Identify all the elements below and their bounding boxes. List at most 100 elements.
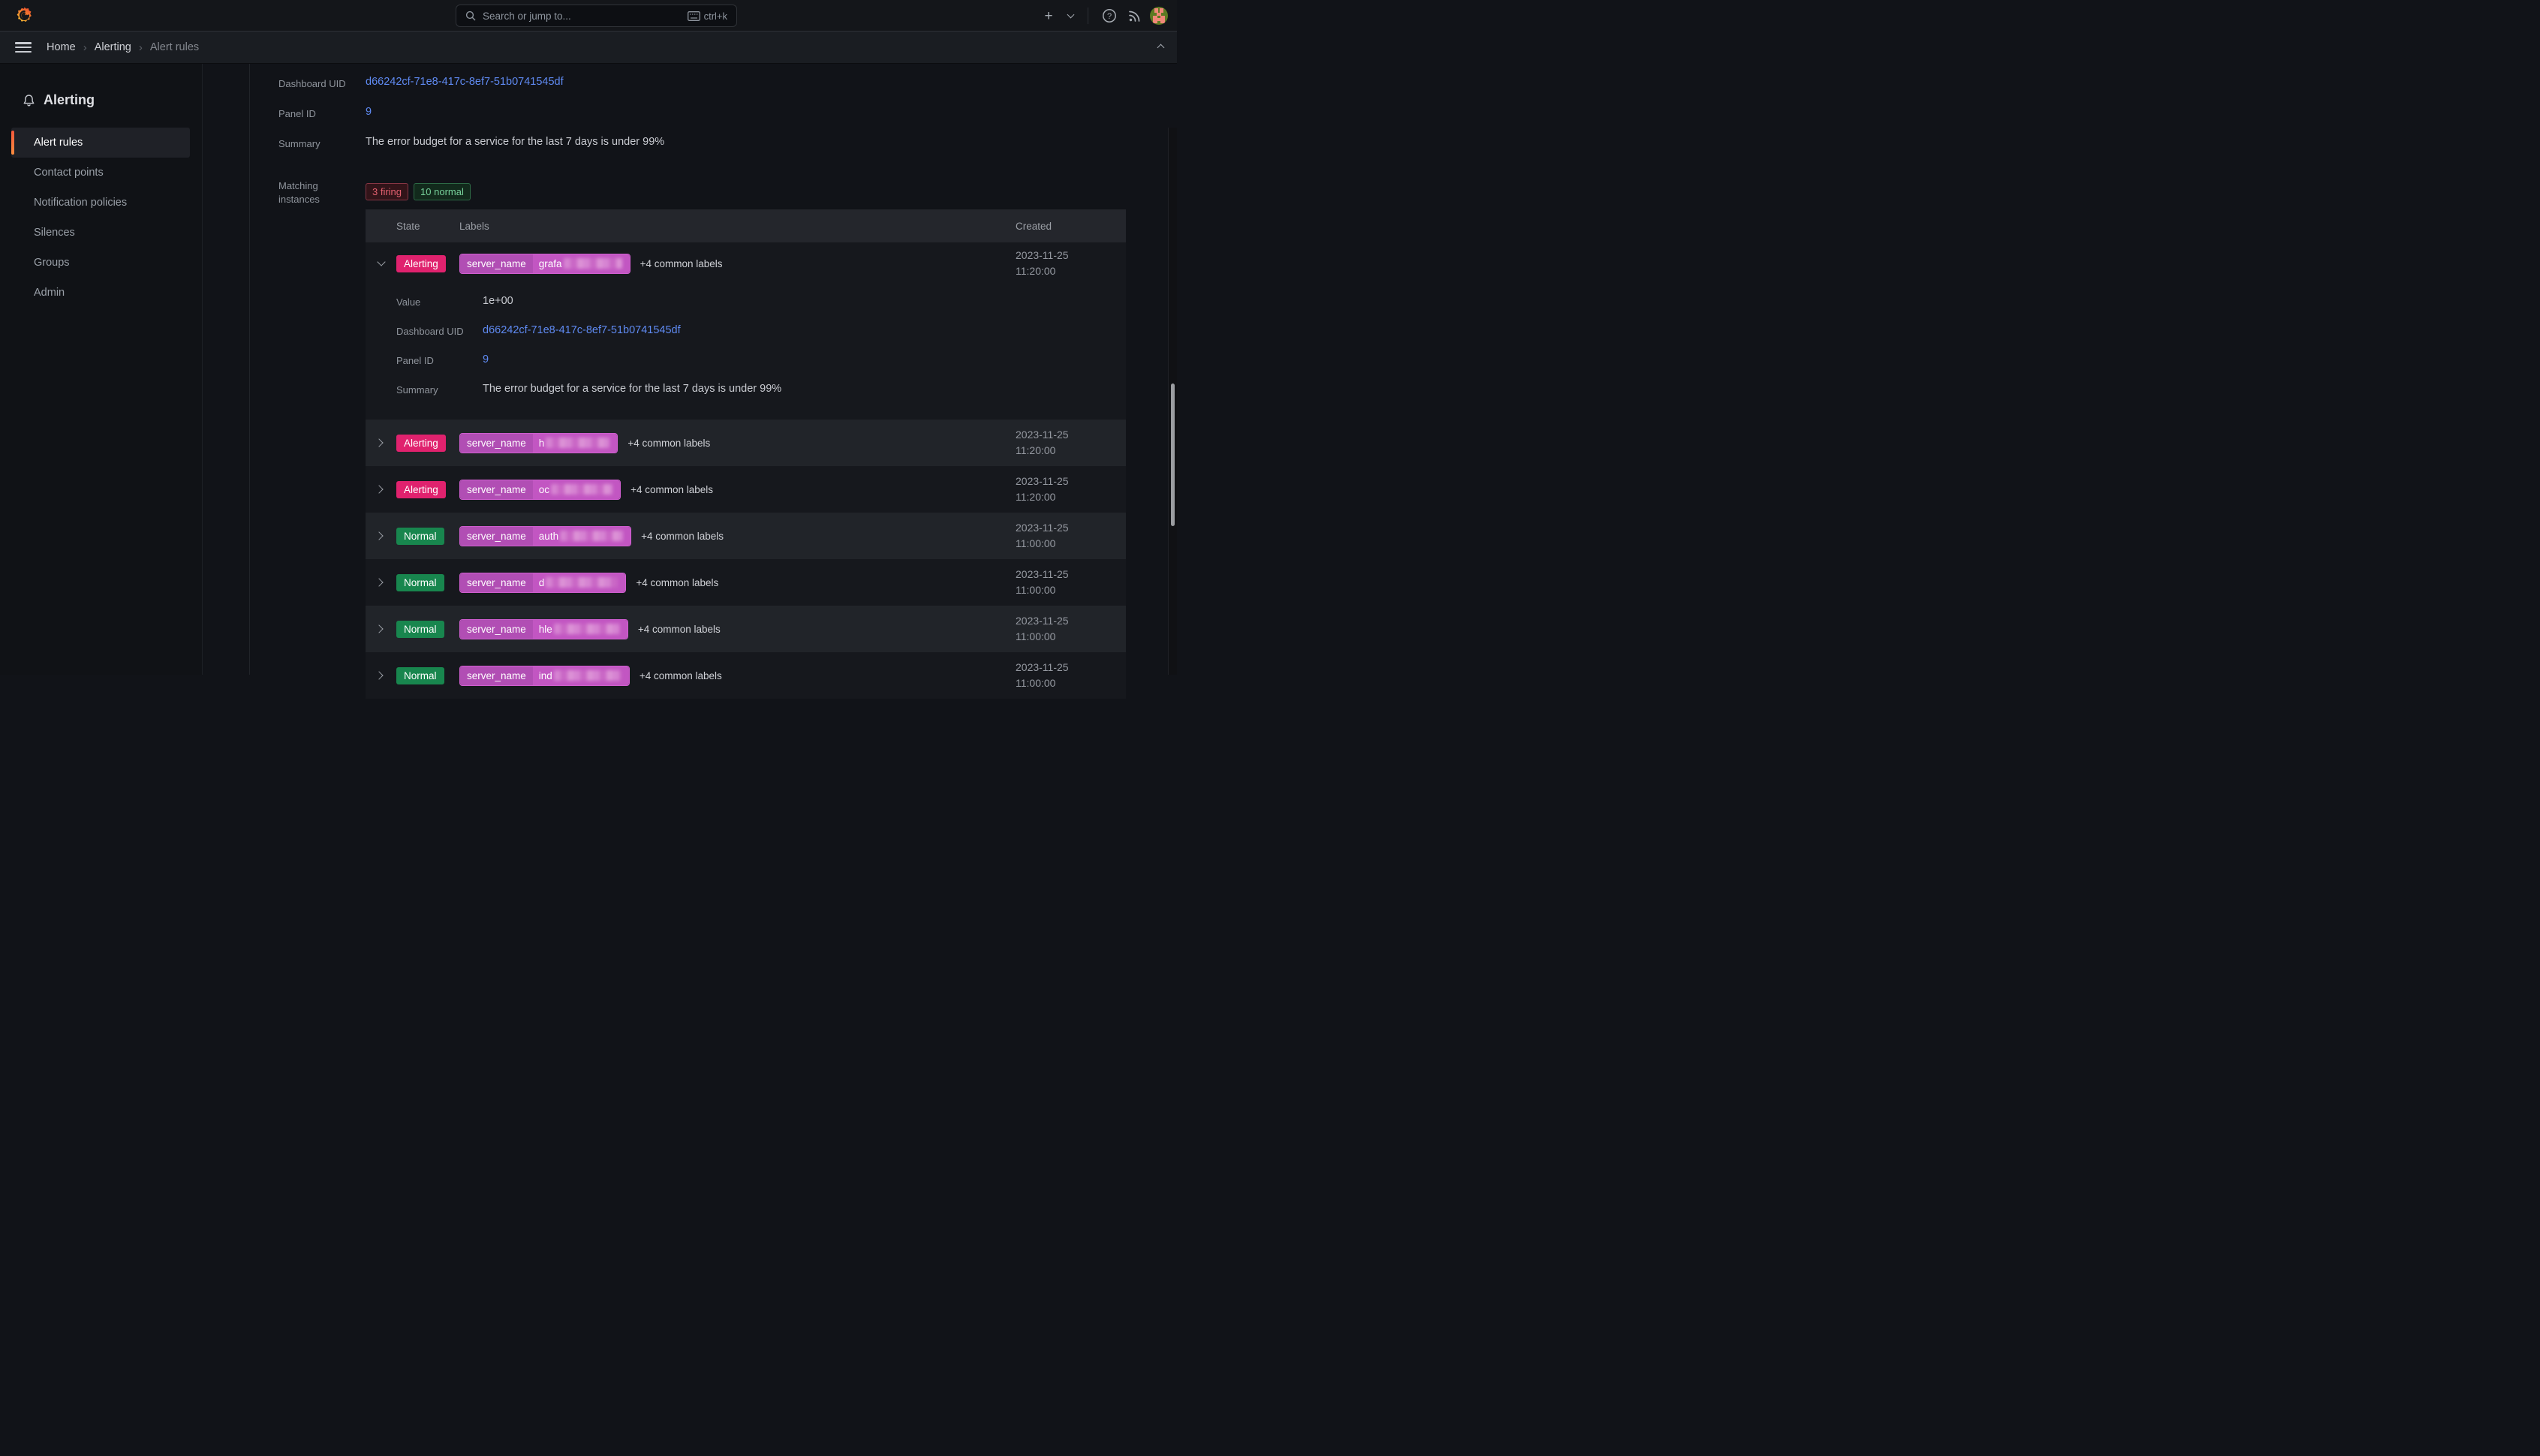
row-expand-chevron-icon[interactable] [374, 578, 384, 587]
table-row[interactable]: Alerting server_name grafa +4 common lab… [366, 242, 1126, 284]
row-expand-chevron-icon[interactable] [374, 531, 384, 540]
sidebar-title: Alerting [44, 92, 95, 107]
label-value-prefix: d [538, 576, 545, 588]
state-badge: Alerting [396, 434, 446, 452]
sidebar-item-alert-rules[interactable]: Alert rules [11, 128, 190, 158]
row-expand-chevron-icon[interactable] [374, 438, 384, 447]
redacted-label-value [560, 531, 624, 541]
created-cell: 2023-11-25 11:20:00 [1016, 248, 1126, 279]
search-placeholder: Search or jump to... [483, 10, 571, 22]
created-date: 2023-11-25 [1016, 661, 1069, 673]
detail-dashboard-uid-link[interactable]: d66242cf-71e8-417c-8ef7-51b0741545df [483, 324, 681, 336]
sidebar-item-silences[interactable]: Silences [34, 227, 75, 239]
detail-panel-id-link[interactable]: 9 [483, 353, 489, 366]
summary-label: Summary [278, 138, 321, 149]
created-cell: 2023-11-25 11:00:00 [1016, 567, 1126, 598]
detail-value-label: Value [396, 296, 421, 308]
table-header: State Labels Created [366, 209, 1126, 242]
sidebar-item-admin[interactable]: Admin [34, 287, 65, 299]
user-avatar[interactable] [1150, 7, 1168, 25]
dashboard-uid-link[interactable]: d66242cf-71e8-417c-8ef7-51b0741545df [366, 76, 564, 88]
label-pill: server_name h [459, 432, 618, 453]
col-created: Created [1016, 220, 1052, 232]
table-row[interactable]: Alerting server_name oc +4 common labels… [366, 466, 1126, 513]
rule-details-panel: Dashboard UID d66242cf-71e8-417c-8ef7-51… [249, 64, 1177, 699]
page-scrollbar-track[interactable] [1168, 128, 1177, 675]
detail-summary: The error budget for a service for the l… [483, 383, 782, 395]
breadcrumb-bar: Home › Alerting › Alert rules [0, 32, 1177, 64]
state-badge: Normal [396, 527, 444, 545]
common-labels-text: +4 common labels [636, 576, 719, 588]
label-key: server_name [460, 573, 533, 592]
label-key: server_name [460, 480, 533, 499]
created-date: 2023-11-25 [1016, 522, 1069, 534]
search-input[interactable]: Search or jump to... ctrl+k [456, 5, 737, 27]
redacted-label-value [546, 577, 618, 588]
sidebar-item-groups[interactable]: Groups [34, 257, 70, 269]
row-expand-chevron-icon[interactable] [374, 671, 384, 680]
redacted-label-value [553, 624, 620, 634]
label-key: server_name [460, 526, 533, 546]
created-time: 11:00:00 [1016, 677, 1056, 689]
created-date: 2023-11-25 [1016, 615, 1069, 627]
add-new-button[interactable]: + [1044, 8, 1053, 24]
label-pill: server_name d [459, 572, 627, 593]
firing-count-badge: 3 firing [366, 183, 409, 200]
table-row[interactable]: Normal server_name d +4 common labels 20… [366, 559, 1126, 606]
created-cell: 2023-11-25 11:00:00 [1016, 613, 1126, 645]
row-expand-chevron-icon[interactable] [374, 485, 384, 494]
created-time: 11:20:00 [1016, 444, 1056, 456]
breadcrumb: Home › Alerting › Alert rules [47, 41, 199, 54]
breadcrumb-alerting[interactable]: Alerting [94, 41, 131, 53]
label-value-prefix: h [538, 437, 545, 449]
sidebar-item-contact-points[interactable]: Contact points [34, 167, 104, 179]
expanded-row-details: Value 1e+00 Dashboard UID d66242cf-71e8-… [366, 284, 1126, 420]
label-value-prefix: ind [538, 669, 552, 681]
help-icon[interactable]: ? [1099, 5, 1120, 26]
common-labels-text: +4 common labels [639, 669, 722, 681]
search-icon [465, 11, 476, 21]
created-time: 11:20:00 [1016, 491, 1056, 503]
table-row[interactable]: Normal server_name auth +4 common labels… [366, 513, 1126, 559]
grafana-logo-icon[interactable] [15, 6, 34, 25]
created-date: 2023-11-25 [1016, 429, 1069, 441]
common-labels-text: +4 common labels [637, 623, 721, 635]
dashboard-uid-label: Dashboard UID [278, 78, 346, 89]
row-expand-chevron-icon[interactable] [376, 257, 386, 266]
svg-text:?: ? [1107, 12, 1112, 21]
table-row[interactable]: Alerting server_name h +4 common labels … [366, 420, 1126, 466]
panel-id-link[interactable]: 9 [366, 106, 372, 118]
state-badge: Alerting [396, 254, 446, 272]
label-key: server_name [460, 254, 533, 273]
created-cell: 2023-11-25 11:20:00 [1016, 427, 1126, 459]
label-pill: server_name auth [459, 525, 632, 546]
label-key: server_name [460, 666, 533, 685]
search-shortcut: ctrl+k [703, 10, 727, 22]
created-date: 2023-11-25 [1016, 475, 1069, 487]
created-time: 11:20:00 [1016, 265, 1056, 277]
redacted-label-value [551, 484, 613, 495]
label-value-prefix: hle [538, 623, 552, 635]
label-value-prefix: grafa [538, 257, 562, 269]
add-new-chevron-down-icon[interactable] [1064, 5, 1077, 26]
state-badge: Alerting [396, 480, 446, 498]
state-badge: Normal [396, 573, 444, 591]
menu-toggle-icon[interactable] [15, 42, 32, 53]
label-value-prefix: oc [538, 483, 550, 495]
redacted-label-value [563, 258, 622, 269]
matching-instances-table: State Labels Created Alerting server_nam… [366, 209, 1126, 699]
table-row[interactable]: Normal server_name ind +4 common labels … [366, 652, 1126, 699]
label-pill: server_name oc [459, 479, 621, 500]
breadcrumb-separator: › [83, 41, 87, 54]
created-cell: 2023-11-25 11:20:00 [1016, 474, 1126, 505]
news-rss-icon[interactable] [1124, 5, 1145, 26]
top-nav: Search or jump to... ctrl+k + ? [0, 0, 1177, 32]
row-expand-chevron-icon[interactable] [374, 624, 384, 633]
collapse-section-icon[interactable] [1157, 41, 1165, 54]
detail-dashboard-uid-label: Dashboard UID [396, 326, 464, 337]
breadcrumb-home[interactable]: Home [47, 41, 76, 53]
table-row[interactable]: Normal server_name hle +4 common labels … [366, 606, 1126, 652]
created-time: 11:00:00 [1016, 537, 1056, 549]
page-scrollbar-thumb[interactable] [1171, 384, 1175, 526]
sidebar-item-notification-policies[interactable]: Notification policies [34, 197, 128, 209]
